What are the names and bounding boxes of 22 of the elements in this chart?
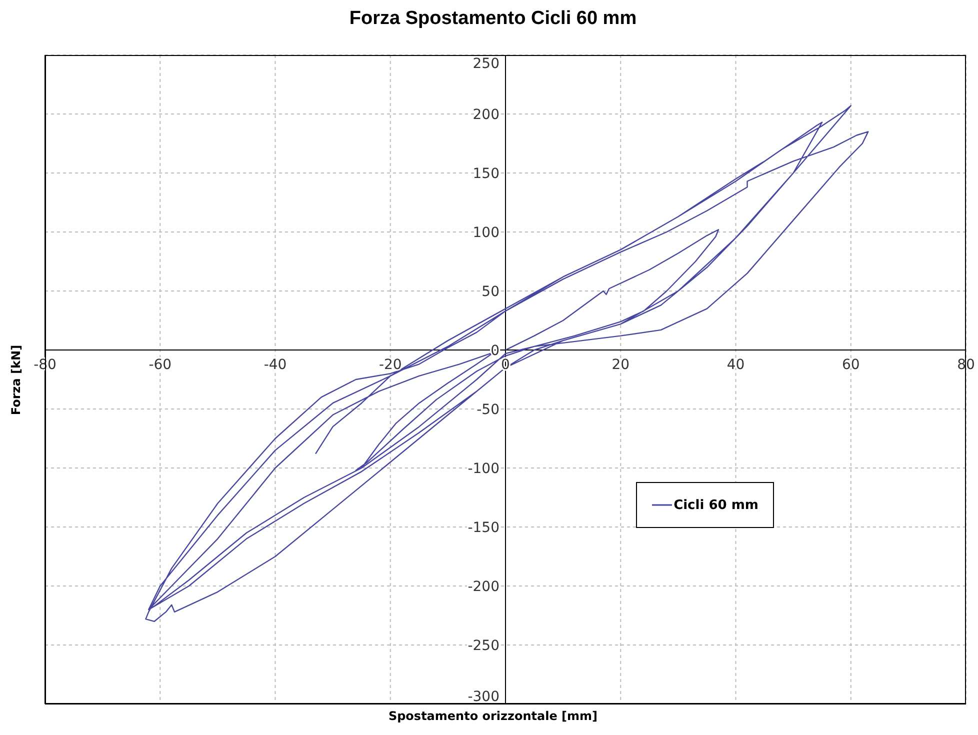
x-axis-title: Spostamento orizzontale [mm] <box>387 709 599 723</box>
y-tick-label: -150 <box>468 520 500 536</box>
legend-label: Cicli 60 mm <box>674 498 758 512</box>
y-tick-label: 150 <box>472 166 500 182</box>
x-tick-label: -60 <box>148 357 172 373</box>
chart-title: Forza Spostamento Cicli 60 mm <box>348 8 638 30</box>
y-tick-label: 50 <box>482 284 500 300</box>
y-tick-label: 250 <box>472 56 500 72</box>
x-tick-label: 60 <box>842 357 860 373</box>
y-tick-label: -250 <box>468 638 500 654</box>
y-axis-title: Forza [kN] <box>9 344 23 415</box>
y-tick-label: 100 <box>472 225 500 241</box>
y-tick-label: -300 <box>468 689 500 705</box>
y-tick-label: 200 <box>472 107 500 123</box>
y-tick-label: -200 <box>468 579 500 595</box>
y-tick-label: -50 <box>476 402 500 418</box>
x-tick-label: -20 <box>378 357 402 373</box>
x-tick-label: -40 <box>264 357 287 373</box>
x-tick-label: 40 <box>726 357 745 373</box>
y-tick-label: -100 <box>468 461 500 477</box>
line-series <box>145 105 869 622</box>
x-tick-label: 20 <box>612 357 630 373</box>
